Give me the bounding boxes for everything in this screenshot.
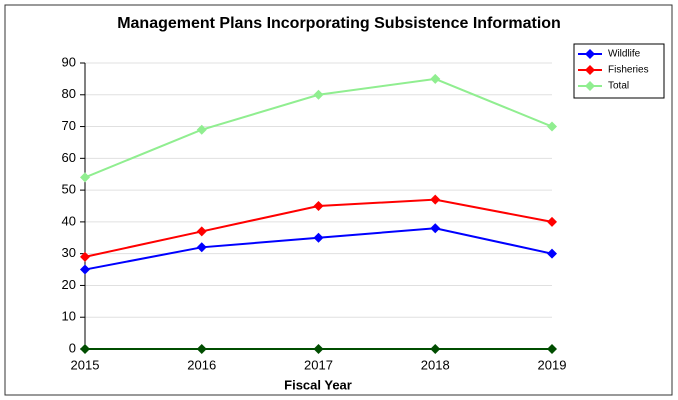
point xyxy=(547,216,557,227)
frame xyxy=(4,4,673,396)
x-tick-label: 2017 xyxy=(304,357,333,372)
x-tick-label: 2015 xyxy=(71,357,100,372)
y-tick-label: 20 xyxy=(62,277,76,292)
legend-label: Total xyxy=(608,81,629,92)
y-tick-label: 30 xyxy=(62,245,76,260)
x-axis-title: Fiscal Year xyxy=(284,377,352,392)
point xyxy=(547,121,557,132)
legend-marker xyxy=(585,49,595,59)
point xyxy=(430,344,441,354)
point xyxy=(196,124,207,135)
legend-marker xyxy=(585,81,595,91)
point xyxy=(547,248,557,259)
point xyxy=(196,344,207,354)
legend-marker xyxy=(585,65,595,75)
point xyxy=(430,194,441,205)
y-tick-label: 70 xyxy=(62,118,76,133)
y-tick-label: 60 xyxy=(62,150,76,165)
point xyxy=(313,201,324,211)
y-tick-label: 0 xyxy=(69,340,76,355)
point xyxy=(430,73,441,84)
point xyxy=(547,344,557,354)
x-tick-label: 2016 xyxy=(187,357,216,372)
point xyxy=(80,251,90,262)
x-tick-label: 2018 xyxy=(421,357,450,372)
y-tick-label: 90 xyxy=(62,54,76,69)
y-tick-label: 80 xyxy=(62,86,76,101)
legend-label: Fisheries xyxy=(608,65,649,76)
y-tick-label: 10 xyxy=(62,309,76,324)
point xyxy=(313,232,324,243)
point xyxy=(80,172,90,183)
chart-title: Management Plans Incorporating Subsisten… xyxy=(117,15,561,32)
point xyxy=(196,242,207,253)
y-tick-label: 50 xyxy=(62,182,76,197)
point xyxy=(313,89,324,100)
point xyxy=(80,264,90,275)
point xyxy=(430,223,441,234)
point xyxy=(196,226,207,237)
y-tick-label: 40 xyxy=(62,213,76,228)
point xyxy=(313,344,324,354)
x-tick-label: 2019 xyxy=(538,357,567,372)
legend-label: Wildlife xyxy=(608,49,641,60)
point xyxy=(80,344,90,354)
